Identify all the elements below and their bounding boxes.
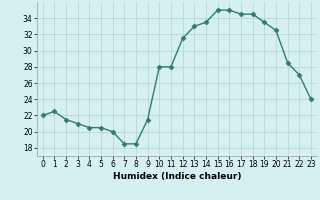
X-axis label: Humidex (Indice chaleur): Humidex (Indice chaleur)	[113, 172, 241, 181]
